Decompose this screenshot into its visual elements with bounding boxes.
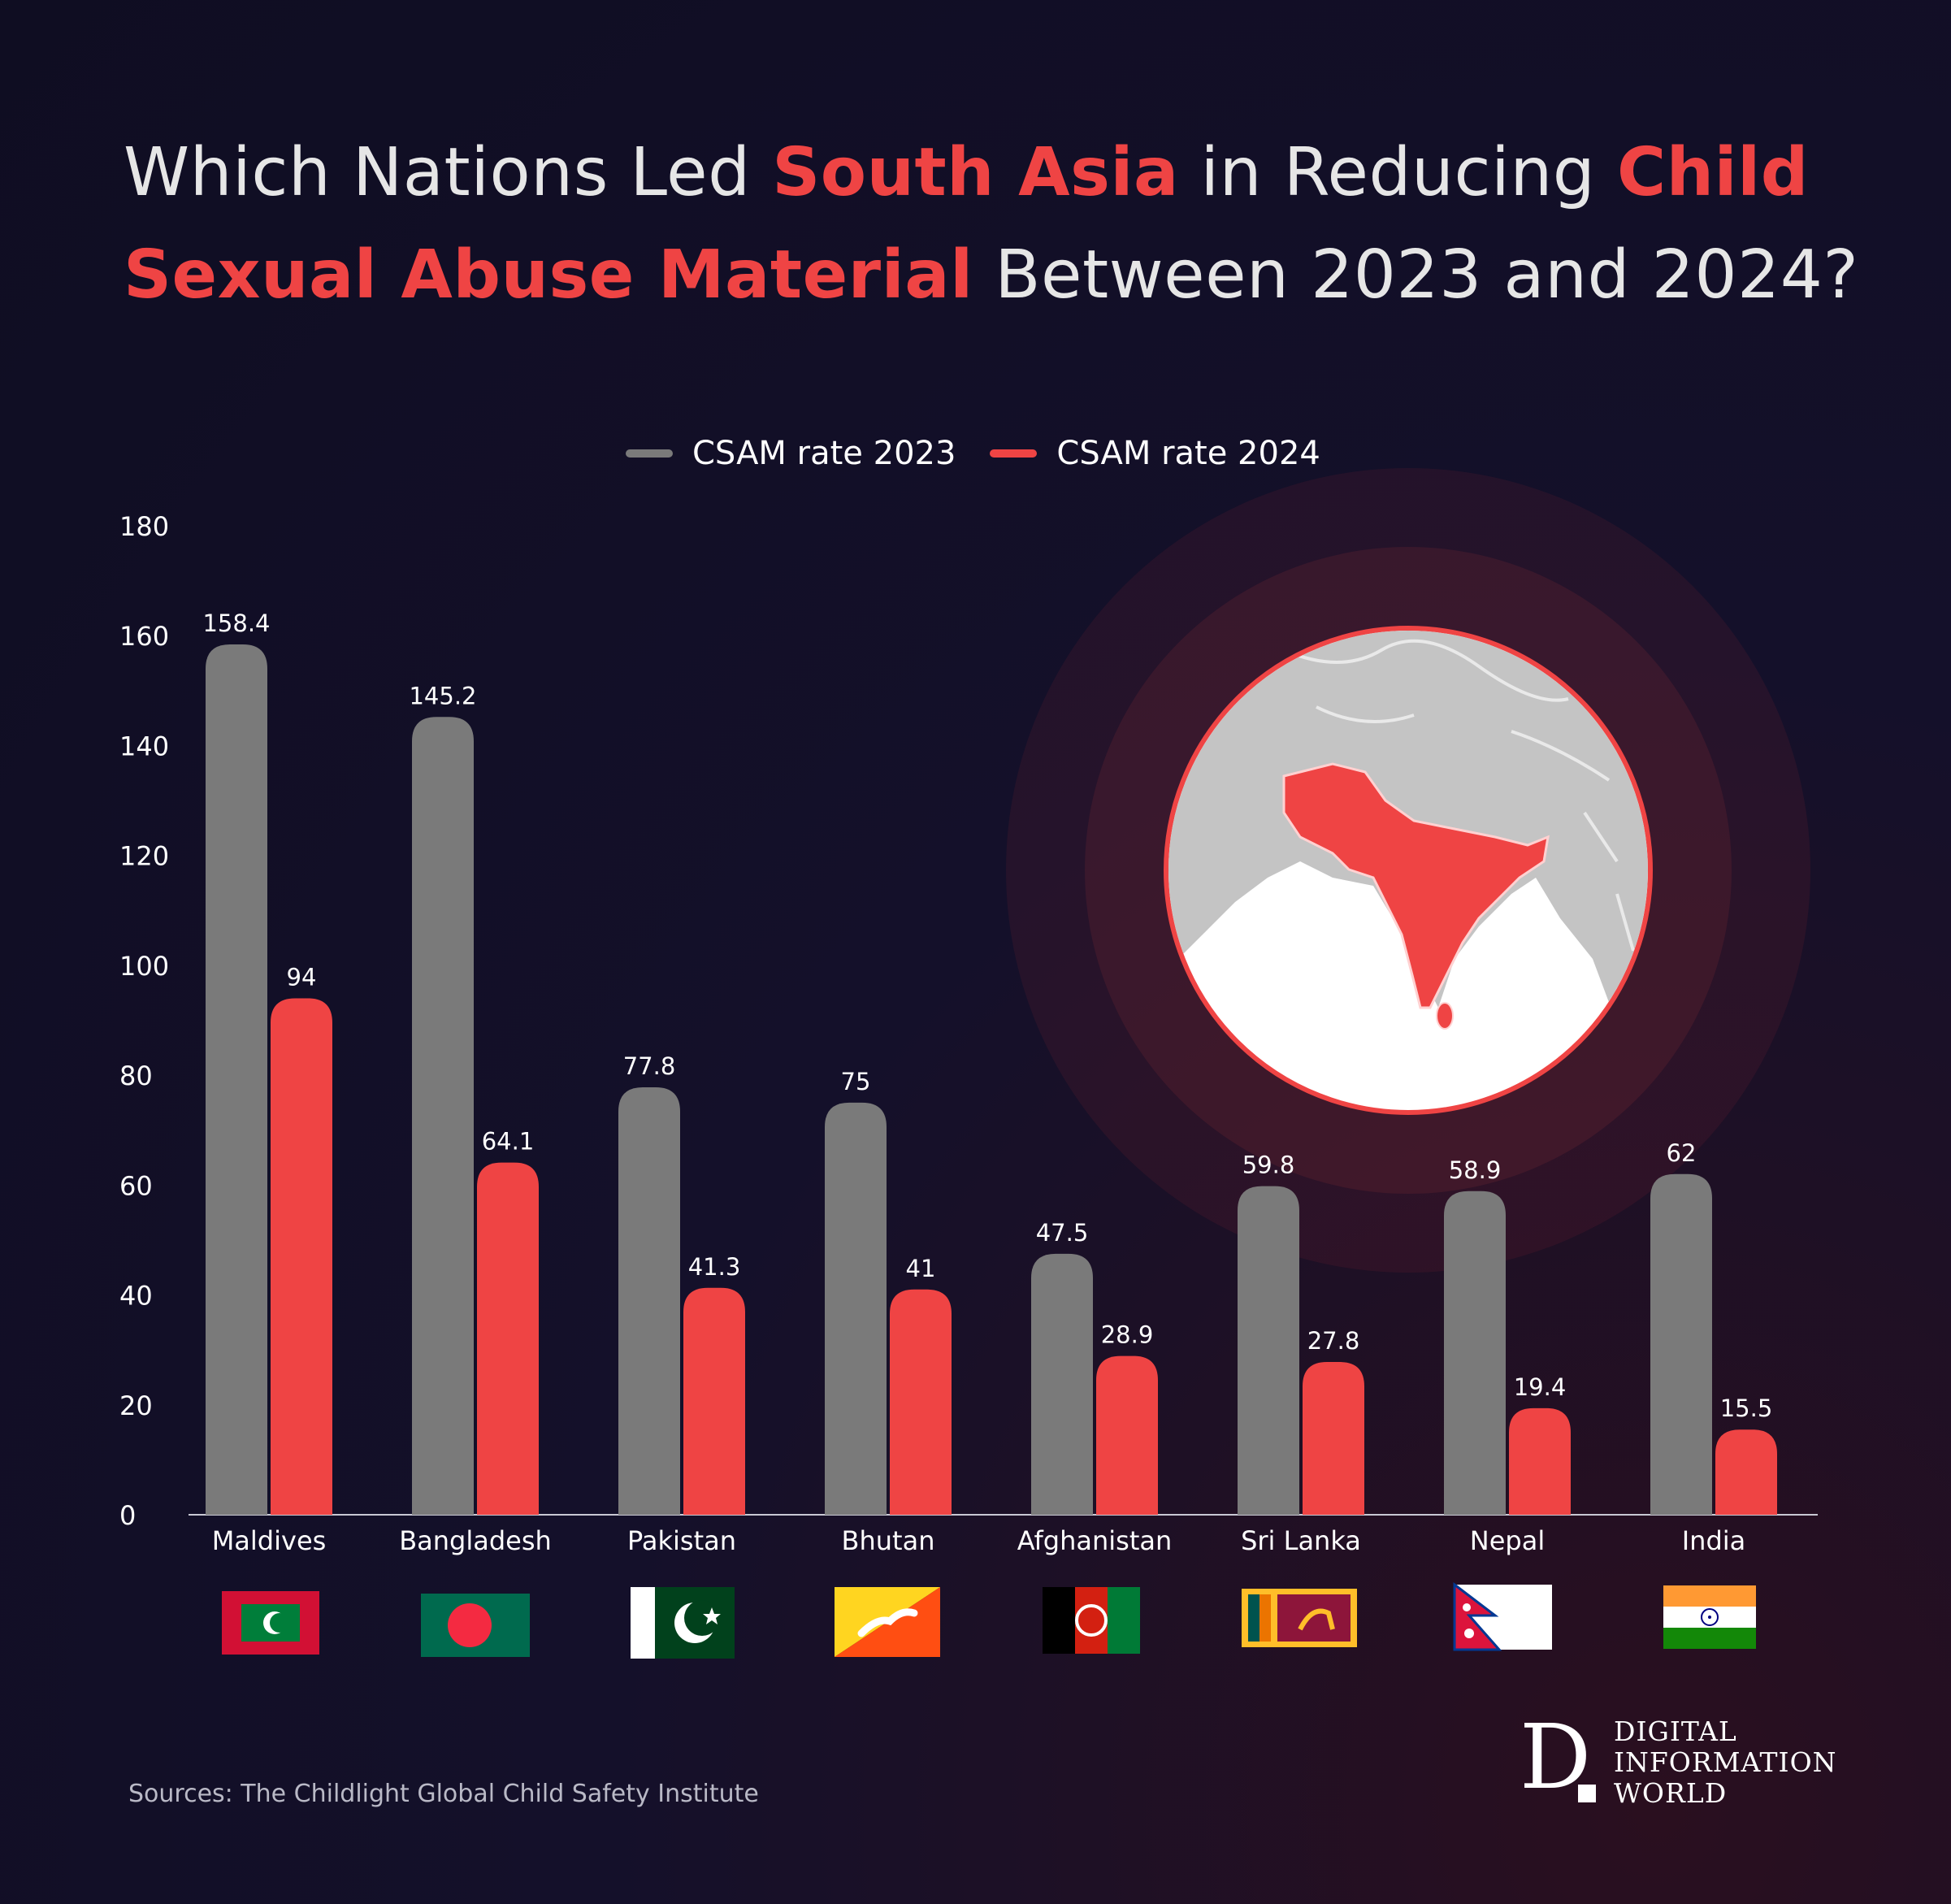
bar-2023 [1031,1253,1093,1515]
x-tick-label: Bhutan [842,1525,935,1556]
value-label: 59.8 [1242,1152,1295,1179]
y-tick-label: 60 [119,1170,153,1201]
bar-2023 [825,1102,887,1515]
afghanistan-flag [1043,1587,1140,1654]
legend-label-2024: CSAM rate 2024 [1056,435,1320,472]
y-tick-labels: 0 20 40 60 80 100 120 140 160 180 [119,511,169,1531]
title-part-3: Between 2023 and 2024? [973,236,1859,314]
sri-lanka-island [1436,1002,1454,1030]
bangladesh-flag [421,1594,530,1657]
value-label: 94 [287,963,317,991]
maldives-flag [222,1591,319,1655]
bars [206,644,1777,1515]
bar-2023 [412,717,474,1515]
x-tick-label: Sri Lanka [1241,1525,1361,1556]
value-label: 28.9 [1101,1321,1154,1349]
bhutan-flag [835,1587,940,1657]
legend-label-2023: CSAM rate 2023 [692,435,956,472]
logo-mark: D [1520,1712,1596,1802]
value-label: 27.8 [1307,1327,1360,1355]
x-tick-label: Maldives [212,1525,327,1556]
bar-2024 [890,1289,952,1515]
y-tick-label: 120 [119,841,169,872]
arabia-land [1194,756,1292,829]
logo-line-3: WORLD [1614,1777,1728,1809]
value-label: 41 [906,1255,936,1282]
x-tick-label: Nepal [1470,1525,1545,1556]
logo-line-1: DIGITAL [1614,1715,1737,1747]
source-note: Sources: The Childlight Global Child Saf… [128,1780,759,1808]
legend-swatch-2024 [990,449,1038,458]
value-label: 41.3 [688,1253,741,1281]
logo-line-2: INFORMATION [1614,1746,1837,1778]
title-highlight-1: South Asia [772,134,1179,211]
x-tick-label: Afghanistan [1017,1525,1173,1556]
x-tick-label: India [1682,1525,1746,1556]
india-flag [1663,1585,1756,1649]
legend-swatch-2023 [626,449,673,458]
y-tick-label: 20 [119,1390,153,1421]
bar-2024 [683,1287,745,1515]
nepal-flag [1453,1581,1552,1651]
value-label: 77.8 [623,1052,676,1080]
bar-2024 [477,1162,539,1515]
value-labels: 158.4 94 145.2 64.1 77.8 41.3 75 41 47.5 28.9 59.8… [202,609,1772,1422]
y-tick-label: 180 [119,511,169,542]
value-label: 15.5 [1720,1394,1773,1422]
bar-2024 [1715,1429,1777,1515]
value-label: 75 [841,1068,871,1095]
bar-2023 [1650,1173,1712,1515]
y-tick-label: 100 [119,951,169,982]
sri-lanka-flag [1242,1589,1357,1647]
x-tick-label: Bangladesh [399,1525,552,1556]
logo-square [1578,1785,1596,1802]
y-tick-label: 160 [119,621,169,652]
bar-2023 [618,1086,680,1515]
value-label: 47.5 [1036,1219,1089,1247]
y-tick-label: 0 [119,1500,136,1531]
y-tick-label: 140 [119,731,169,761]
bar-2023 [1238,1186,1299,1515]
x-tick-label: Pakistan [627,1525,736,1556]
globe-illustration [1006,468,1810,1273]
title-highlight-2: Child Sexual Abuse Material [124,134,1809,314]
value-label: 62 [1667,1139,1697,1167]
country-flags [222,1581,1756,1659]
bar-2024 [1509,1407,1571,1515]
chart-legend: CSAM rate 2023 CSAM rate 2024 [626,435,1355,472]
globe-land [1168,631,1648,1030]
x-tick-labels: Maldives Bangladesh Pakistan Bhutan Afghanis… [212,1525,1746,1556]
page-title: Which Nations Led South Asia in Reducing… [124,122,1871,327]
bar-2024 [1096,1355,1158,1515]
bar-2023 [206,644,267,1515]
value-label: 145.2 [409,682,476,709]
value-label: 19.4 [1514,1373,1567,1401]
bar-2023 [1444,1191,1506,1515]
pakistan-flag [631,1587,735,1659]
y-tick-label: 80 [119,1060,153,1091]
logo-wordmark: DIGITAL INFORMATION WORLD [1614,1716,1837,1809]
title-part-2: in Reducing [1178,134,1617,211]
value-label: 158.4 [202,609,270,637]
value-label: 64.1 [482,1128,535,1156]
bar-2024 [1303,1362,1364,1515]
y-tick-label: 40 [119,1281,153,1312]
brand-logo: D DIGITAL INFORMATION WORLD [1520,1712,1837,1809]
border-lines [1283,639,1635,952]
value-label: 58.9 [1449,1156,1502,1184]
legend-item-2024: CSAM rate 2024 [990,435,1320,472]
south-asia-region [1282,762,1550,1009]
legend-item-2023: CSAM rate 2023 [626,435,956,472]
bar-2024 [271,998,332,1515]
title-part-1: Which Nations Led [124,134,773,211]
